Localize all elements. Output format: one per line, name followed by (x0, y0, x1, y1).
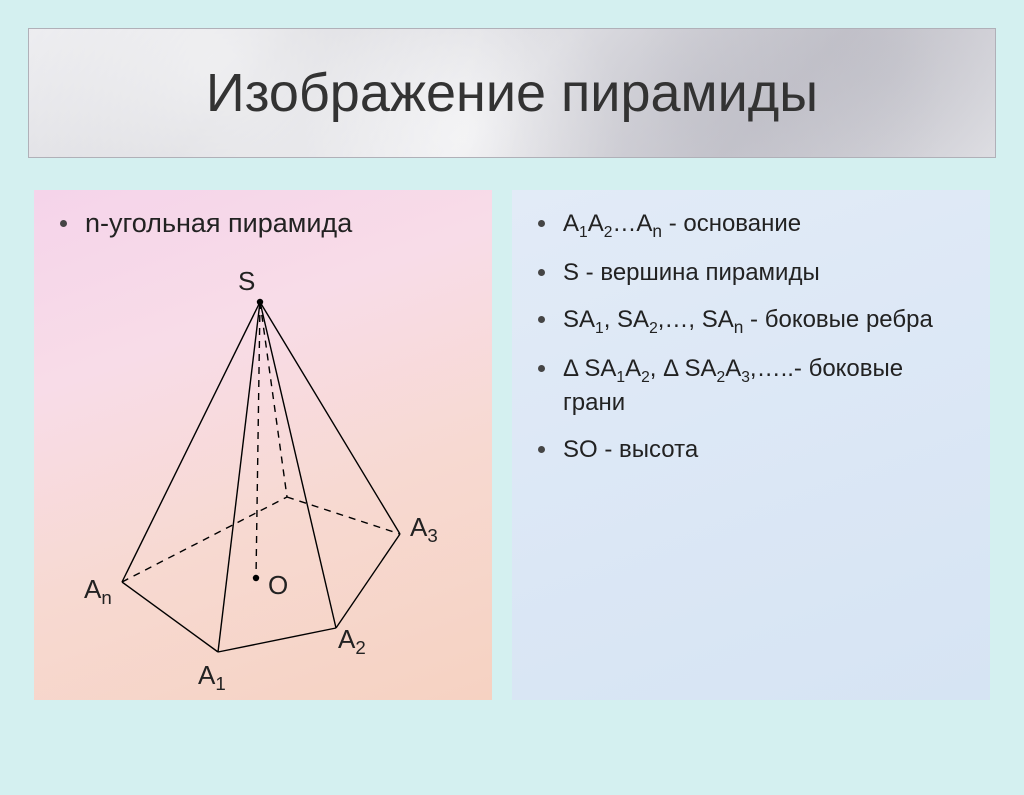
definition-text: SA1, SA2,…, SAn - боковые ребра (563, 304, 933, 339)
vertex-label-o: O (268, 570, 288, 601)
bullet-icon (538, 220, 545, 227)
page-title: Изображение пирамиды (206, 62, 818, 124)
bullet-icon (538, 269, 545, 276)
vertex-label-a2: A2 (338, 624, 366, 659)
definition-text: SO - высота (563, 434, 698, 466)
definition-item: A1A2…An - основание (532, 208, 970, 243)
definition-text: Δ SA1A2, Δ SA2A3,…..- боковые грани (563, 353, 970, 420)
bullet-icon (60, 220, 67, 227)
definition-item: SO - высота (532, 434, 970, 466)
definition-text: S - вершина пирамиды (563, 257, 820, 289)
title-bar: Изображение пирамиды (28, 28, 996, 158)
definition-text: A1A2…An - основание (563, 208, 801, 243)
definition-list: A1A2…An - основание S - вершина пирамиды S… (532, 208, 970, 466)
left-panel: n-угольная пирамида S O An A1 A2 A3 (34, 190, 492, 700)
vertex-label-a3: A3 (410, 512, 438, 547)
left-caption-row: n-угольная пирамида (54, 208, 472, 239)
bullet-icon (538, 365, 545, 372)
pyramid-diagram: SOAnA1A2A3 (70, 272, 470, 692)
definition-item: Δ SA1A2, Δ SA2A3,…..- боковые грани (532, 353, 970, 420)
definition-item: S - вершина пирамиды (532, 257, 970, 289)
right-panel: A1A2…An - основание S - вершина пирамиды S… (512, 190, 990, 700)
vertex-label-s: S (238, 266, 255, 297)
bullet-icon (538, 316, 545, 323)
bullet-icon (538, 446, 545, 453)
vertex-label-an: An (84, 574, 112, 609)
definition-item: SA1, SA2,…, SAn - боковые ребра (532, 304, 970, 339)
vertex-label-a1: A1 (198, 660, 226, 695)
content-row: n-угольная пирамида S O An A1 A2 A3 A1A2…An -… (0, 158, 1024, 700)
left-caption-text: n-угольная пирамида (85, 208, 352, 239)
